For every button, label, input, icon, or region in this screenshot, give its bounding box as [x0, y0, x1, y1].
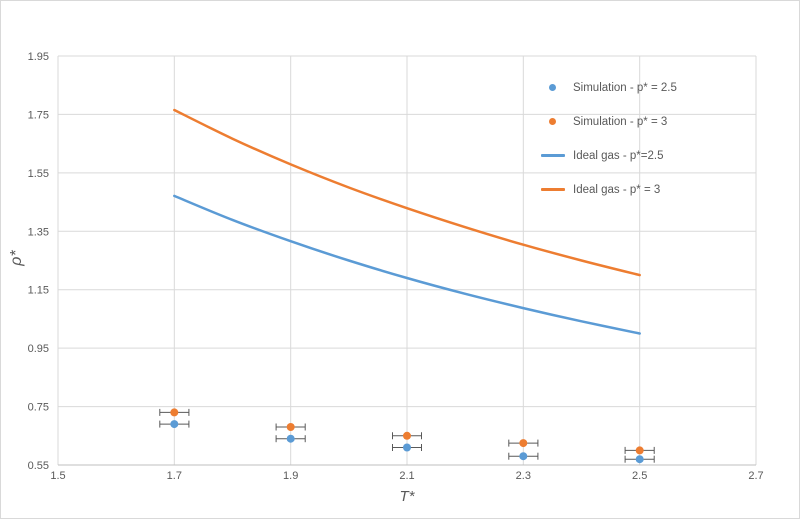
- x-tick-label: 2.5: [632, 470, 647, 482]
- legend-dot-marker: [549, 84, 556, 91]
- y-tick-label: 1.55: [28, 168, 49, 180]
- y-tick-label: 1.35: [28, 226, 49, 238]
- y-tick-label: 0.75: [28, 402, 49, 414]
- y-tick-label: 0.95: [28, 343, 49, 355]
- legend-label: Ideal gas - p* = 3: [573, 183, 661, 196]
- legend-line-marker: [541, 154, 565, 157]
- legend: Simulation - p* = 2.5 Simulation - p* = …: [541, 77, 677, 200]
- legend-label: Simulation - p* = 3: [573, 115, 668, 128]
- legend-item-ideal-gas-p3: Ideal gas - p* = 3: [541, 179, 677, 200]
- x-tick-label: 1.5: [50, 470, 65, 482]
- scatter-point: [286, 434, 295, 443]
- scatter-point: [519, 452, 528, 461]
- scatter-point: [170, 420, 179, 429]
- ideal-gas-curve: [173, 194, 641, 335]
- y-tick-label: 1.75: [28, 109, 49, 121]
- legend-line-marker: [541, 188, 565, 191]
- x-tick-label: 1.7: [167, 470, 182, 482]
- scatter-point: [519, 439, 528, 448]
- legend-item-simulation-p3: Simulation - p* = 3: [541, 111, 677, 132]
- scatter-point: [635, 446, 644, 455]
- scatter-point: [170, 408, 179, 417]
- scatter-point: [403, 431, 411, 440]
- legend-item-ideal-gas-p2-5: Ideal gas - p*=2.5: [541, 145, 677, 166]
- x-tick-label: 2.7: [748, 470, 763, 482]
- scatter-point: [286, 423, 295, 431]
- x-tick-label: 2.1: [399, 470, 414, 482]
- scatter-point: [635, 455, 644, 464]
- legend-label: Ideal gas - p*=2.5: [573, 149, 664, 162]
- y-tick-label: 0.55: [28, 460, 49, 472]
- x-axis-title: T*: [399, 488, 415, 505]
- y-axis-title: ρ*: [8, 250, 25, 266]
- x-tick-label: 2.3: [516, 470, 531, 482]
- legend-item-simulation-p2-5: Simulation - p* = 2.5: [541, 77, 677, 98]
- legend-dot-marker: [549, 118, 556, 125]
- y-tick-label: 1.15: [28, 285, 49, 297]
- ideal-gas-curve: [173, 108, 641, 277]
- legend-label: Simulation - p* = 2.5: [573, 81, 677, 94]
- x-tick-label: 1.9: [283, 470, 298, 482]
- scatter-point: [403, 443, 411, 452]
- y-tick-label: 1.95: [28, 51, 49, 63]
